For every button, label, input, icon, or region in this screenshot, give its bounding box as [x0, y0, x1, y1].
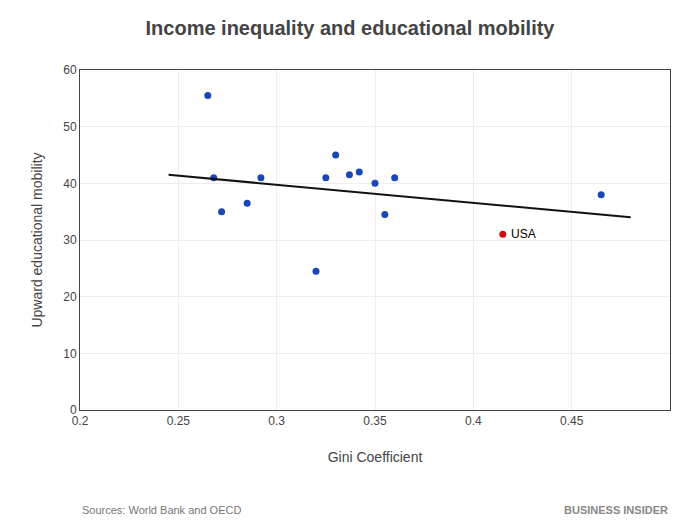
svg-text:0.4: 0.4: [465, 414, 482, 428]
svg-text:0.2: 0.2: [72, 414, 89, 428]
svg-text:Income inequality and educatio: Income inequality and educational mobili…: [146, 17, 556, 39]
svg-text:USA: USA: [511, 227, 536, 241]
svg-text:BUSINESS INSIDER: BUSINESS INSIDER: [564, 504, 668, 516]
svg-text:0.45: 0.45: [560, 414, 584, 428]
svg-text:60: 60: [63, 63, 77, 77]
svg-text:Sources: World Bank and OECD: Sources: World Bank and OECD: [82, 504, 241, 516]
svg-text:30: 30: [63, 233, 77, 247]
svg-text:Gini Coefficient: Gini Coefficient: [328, 449, 423, 465]
svg-text:0.3: 0.3: [268, 414, 285, 428]
svg-text:50: 50: [63, 120, 77, 134]
svg-text:40: 40: [63, 177, 77, 191]
svg-text:0.25: 0.25: [167, 414, 191, 428]
svg-text:10: 10: [63, 347, 77, 361]
svg-text:0: 0: [70, 403, 77, 417]
svg-text:20: 20: [63, 290, 77, 304]
svg-text:0.35: 0.35: [363, 414, 387, 428]
svg-text:Upward educational mobility: Upward educational mobility: [29, 152, 45, 327]
